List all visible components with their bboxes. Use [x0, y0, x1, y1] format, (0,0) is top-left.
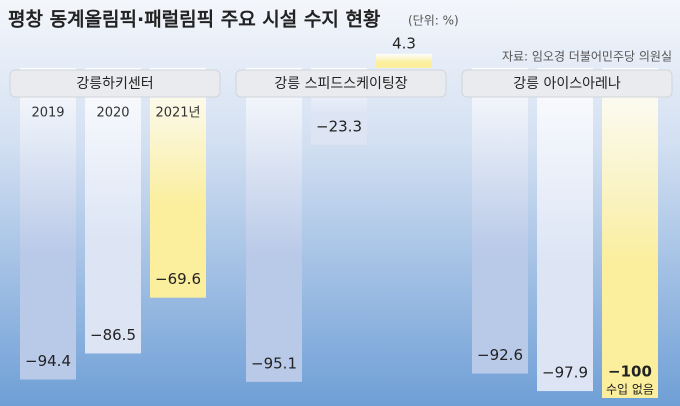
bar [602, 68, 658, 398]
bar [20, 68, 76, 380]
value-label: −69.6 [155, 270, 201, 288]
source: 자료: 임오경 더불어민주당 의원실 [502, 50, 672, 64]
value-label: −86.5 [90, 326, 136, 344]
value-label: −100 [608, 363, 652, 381]
category-label: 강릉 스피드스케이팅장 [274, 76, 407, 92]
value-label: −94.4 [25, 352, 71, 370]
category-label: 강릉하키센터 [76, 76, 153, 92]
legend-label: 2020 [96, 106, 129, 121]
category-box [9, 69, 221, 98]
legend-label: 2019 [31, 106, 64, 121]
bar [246, 68, 302, 382]
chart-subtitle: (단위: %) [408, 14, 459, 28]
value-label: −23.3 [316, 117, 362, 135]
chart-title: 평창 동계올림픽·패럴림픽 주요 시설 수지 현황 [8, 8, 381, 31]
value-label: −97.9 [542, 364, 588, 382]
legend-label: 2021년 [155, 106, 200, 121]
category-label: 강릉 아이스아레나 [513, 76, 621, 92]
value-label: 4.3 [392, 34, 416, 52]
bar [537, 68, 593, 392]
annotation: 수입 없음 [606, 383, 654, 397]
bar [85, 68, 141, 354]
bar [150, 68, 206, 298]
category-box [235, 69, 447, 98]
bar [376, 53, 432, 68]
value-label: −95.1 [251, 354, 297, 372]
value-label: −92.6 [477, 346, 523, 364]
bar [472, 68, 528, 374]
category-box [461, 69, 673, 98]
